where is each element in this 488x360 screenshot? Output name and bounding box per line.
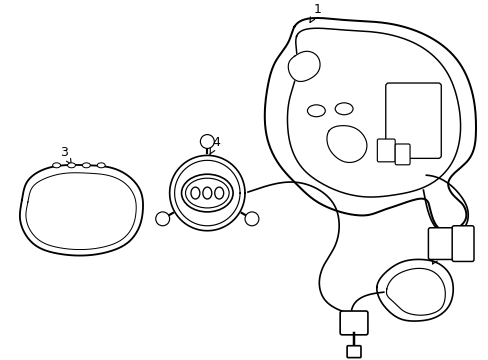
FancyBboxPatch shape [385,83,440,158]
FancyBboxPatch shape [427,228,453,260]
Text: 3: 3 [60,146,71,164]
Ellipse shape [203,187,211,199]
Text: 4: 4 [209,136,220,154]
Ellipse shape [307,105,325,117]
Text: 2: 2 [431,245,443,264]
Circle shape [244,212,258,226]
Polygon shape [287,51,320,81]
Text: 1: 1 [309,3,321,22]
Circle shape [200,135,214,148]
Polygon shape [20,165,143,256]
Ellipse shape [191,187,200,199]
Circle shape [155,212,169,226]
Polygon shape [326,126,366,162]
Ellipse shape [53,163,61,168]
Polygon shape [264,18,475,232]
Ellipse shape [214,187,223,199]
FancyBboxPatch shape [377,139,394,162]
Ellipse shape [82,163,90,168]
FancyBboxPatch shape [394,144,409,165]
Ellipse shape [97,163,105,168]
Polygon shape [169,156,244,231]
Polygon shape [376,260,452,321]
Polygon shape [287,28,460,197]
FancyBboxPatch shape [340,311,367,335]
Ellipse shape [67,163,75,168]
FancyBboxPatch shape [346,346,360,357]
FancyBboxPatch shape [451,226,473,261]
Ellipse shape [334,103,352,115]
Ellipse shape [181,174,233,212]
Ellipse shape [185,178,229,208]
